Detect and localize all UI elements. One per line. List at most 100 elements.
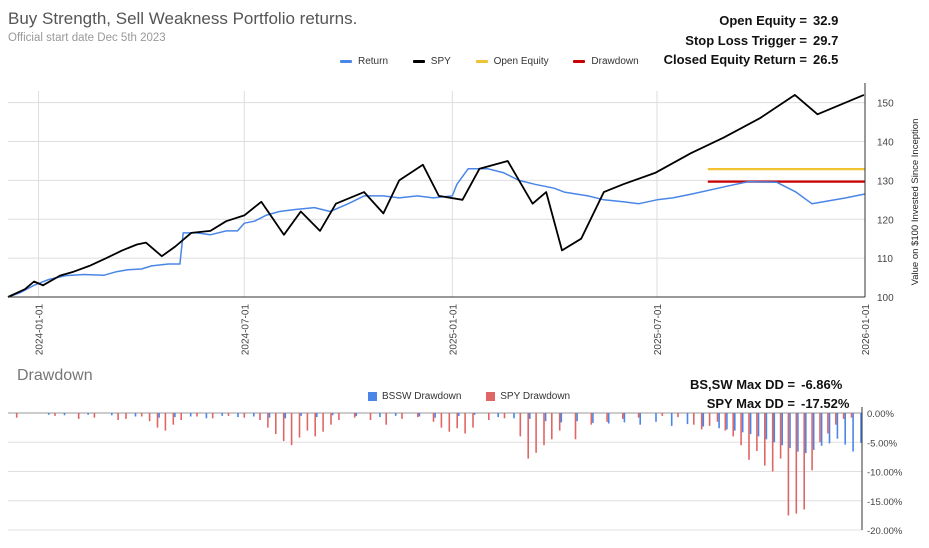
legend-swatch: [340, 60, 352, 63]
series-line-return: [7, 167, 866, 298]
stat-spy-max-dd: SPY Max DD = -17.52%: [690, 396, 850, 411]
bssw-drawdown-bar: [355, 413, 358, 416]
spy-drawdown-bar: [708, 413, 711, 426]
bssw-drawdown-bar: [805, 413, 807, 454]
spy-drawdown-bar: [787, 413, 790, 516]
bssw-drawdown-bar: [458, 413, 460, 416]
spy-drawdown-bar: [835, 413, 837, 425]
legend-item-return[interactable]: Return: [340, 56, 388, 67]
bssw-drawdown-bar: [836, 413, 839, 439]
y-tick-label: 150: [877, 99, 894, 110]
spy-drawdown-bar: [54, 413, 56, 416]
spy-drawdown-bar: [338, 413, 340, 420]
bssw-drawdown-bar: [844, 413, 846, 445]
legend-item-drawdown[interactable]: Drawdown: [573, 56, 639, 67]
bssw-drawdown-bar: [47, 413, 50, 415]
dd-y-tick-label: -20.00%: [867, 526, 903, 537]
legend-item-spy-drawdown[interactable]: SPY Drawdown: [486, 391, 570, 402]
bssw-drawdown-bar: [797, 413, 799, 452]
stat-value: 26.5: [813, 52, 839, 67]
legend-label: Open Equity: [493, 56, 549, 67]
spy-drawdown-bar: [558, 413, 561, 431]
spy-drawdown-bar: [196, 413, 198, 417]
drawdown-bars-layer: [15, 413, 862, 516]
dd-y-tick-label: 0.00%: [867, 409, 894, 420]
bssw-drawdown-bar: [268, 413, 271, 418]
spy-drawdown-bar: [148, 413, 151, 422]
main-axes: 100 110 120 130 140 150 2024-01-01 2024-07-01 20…: [8, 83, 921, 355]
spy-drawdown-bar: [622, 413, 624, 419]
spy-drawdown-bar: [779, 413, 782, 459]
legend-item-bssw-drawdown[interactable]: BSSW Drawdown: [368, 391, 461, 402]
bssw-drawdown-bar: [174, 413, 176, 418]
bssw-drawdown-bar: [757, 413, 760, 437]
bssw-drawdown-bar: [434, 413, 436, 418]
legend-label: Drawdown: [591, 56, 639, 67]
bssw-drawdown-bar: [529, 413, 531, 419]
spy-drawdown-bar: [850, 413, 853, 418]
spy-drawdown-bar: [693, 413, 695, 425]
legend-item-spy[interactable]: SPY: [412, 56, 451, 67]
bssw-drawdown-bar: [221, 413, 223, 416]
stat-label: Closed Equity Return =: [663, 52, 807, 67]
spy-drawdown-bar: [432, 413, 435, 422]
spy-drawdown-bar: [811, 413, 813, 471]
spy-drawdown-bar: [330, 413, 332, 425]
spy-drawdown-bar: [732, 413, 734, 437]
legend-swatch: [368, 392, 377, 401]
bssw-drawdown-bar: [734, 413, 736, 431]
bssw-drawdown-bar: [852, 413, 854, 452]
spy-drawdown-bar: [740, 413, 742, 446]
bssw-drawdown-bar: [497, 413, 499, 418]
spy-drawdown-bar: [259, 413, 261, 420]
stat-closed-equity: Closed Equity Return = 26.5: [664, 52, 847, 67]
spy-drawdown-bar: [417, 413, 419, 418]
legend-item-open-equity[interactable]: Open Equity: [475, 56, 549, 67]
stat-value: -17.52%: [801, 396, 850, 411]
stat-value: 32.9: [813, 13, 839, 28]
spy-drawdown-bar: [795, 413, 798, 514]
bssw-drawdown-bar: [253, 413, 255, 417]
drawdown-legend: BSSW Drawdown SPY Drawdown: [368, 391, 592, 404]
bssw-drawdown-bar: [812, 413, 815, 450]
spy-drawdown-bar: [764, 413, 766, 466]
spy-drawdown-bar: [527, 413, 529, 459]
bssw-drawdown-bar: [820, 413, 823, 446]
bssw-drawdown-bar: [781, 413, 783, 446]
x-tick-label: 2026-01-01: [861, 304, 872, 356]
bssw-drawdown-bar: [87, 413, 89, 415]
spy-drawdown-bar: [314, 413, 316, 437]
spy-drawdown-bar: [306, 413, 309, 431]
spy-drawdown-bar: [771, 413, 774, 472]
spy-drawdown-bar: [290, 413, 293, 446]
bssw-drawdown-bar: [576, 413, 578, 422]
legend-label: SPY: [430, 56, 451, 67]
main-series-layer: [7, 94, 866, 298]
spy-drawdown-bar: [819, 413, 821, 443]
bssw-drawdown-bar: [702, 413, 705, 427]
drawdown-gridlines: [8, 412, 862, 531]
bssw-drawdown-bar: [189, 413, 192, 417]
stat-label: SPY Max DD =: [706, 396, 795, 411]
bssw-drawdown-bar: [607, 413, 610, 424]
bssw-drawdown-bar: [158, 413, 160, 418]
legend-swatch: [412, 60, 425, 63]
y-tick-label: 100: [877, 293, 894, 304]
spy-drawdown-bar: [756, 413, 758, 451]
bssw-drawdown-bar: [394, 413, 397, 416]
spy-drawdown-bar: [716, 413, 719, 422]
bssw-drawdown-bar: [473, 413, 476, 415]
spy-drawdown-bar: [503, 413, 506, 419]
stat-label: Stop Loss Trigger =: [685, 33, 807, 48]
legend-label: BSSW Drawdown: [382, 391, 462, 402]
spy-drawdown-bar: [472, 413, 474, 428]
bssw-drawdown-bar: [726, 413, 728, 430]
spy-drawdown-bar: [464, 413, 466, 434]
spy-drawdown-bar: [574, 413, 577, 440]
spy-drawdown-bar: [519, 413, 522, 437]
spy-drawdown-bar: [140, 413, 143, 417]
bssw-drawdown-bar: [379, 413, 381, 418]
y-tick-label: 130: [877, 176, 894, 187]
bssw-drawdown-bar: [639, 413, 641, 425]
